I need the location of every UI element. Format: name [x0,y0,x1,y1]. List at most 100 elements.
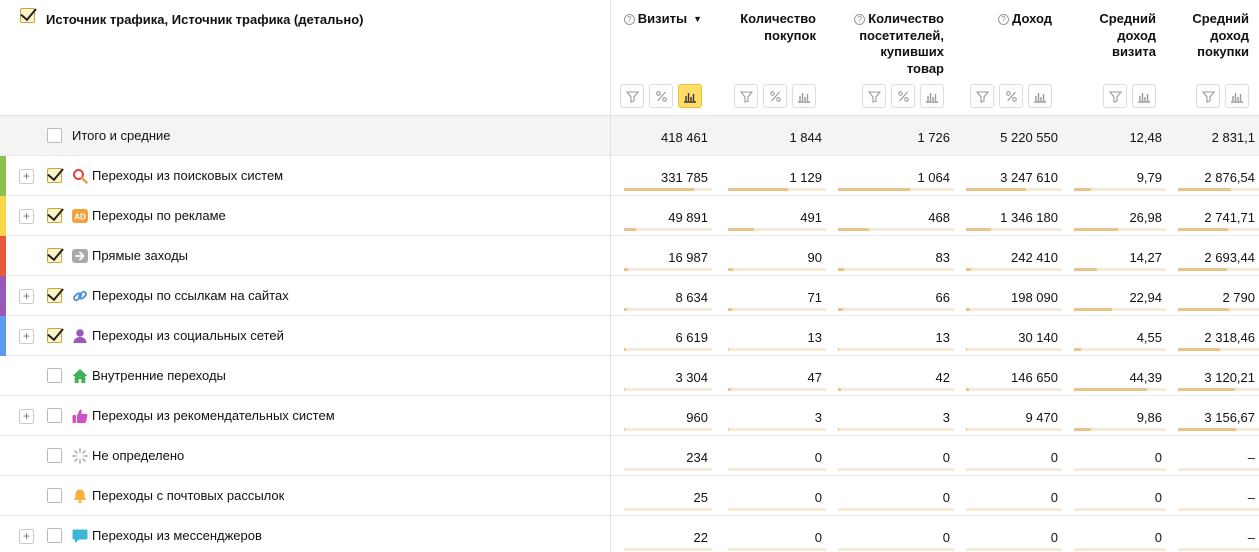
expand-button[interactable]: + [19,529,34,544]
row-checkbox[interactable] [47,408,62,423]
percent-icon [769,90,782,103]
row-checkbox[interactable] [47,448,62,463]
metric-value: 3 156,67 [1204,410,1255,425]
share-bar-fill [966,268,971,271]
expand-button[interactable]: + [19,409,34,424]
filter-icon [975,90,989,103]
row-checkbox[interactable] [47,248,62,263]
dimension-cell: + Переходы по ссылкам на сайтах [0,276,611,316]
table-row[interactable]: + AD Переходы по рекламе 49 891 491 468 1 346 … [0,196,1259,236]
metric-value: 468 [928,210,950,225]
table-row[interactable]: Переходы с почтовых рассылок 25 0 0 0 0 – [0,476,1259,516]
bar-chart-button[interactable] [792,84,816,108]
select-all-checkbox[interactable] [20,8,35,23]
share-bar [1074,188,1166,191]
column-title-line: товар [854,61,944,78]
table-row[interactable]: + Переходы из социальных сетей 6 619 13 13 30… [0,316,1259,356]
metric-cell: 0 [954,436,1062,476]
table-row[interactable]: Прямые заходы 16 987 90 83 242 410 14,27 2 693… [0,236,1259,276]
row-label[interactable]: Переходы из рекомендательных систем [92,408,335,423]
table-row[interactable]: Внутренние переходы 3 304 47 42 146 650 44,39… [0,356,1259,396]
total-row[interactable]: Итого и средние 418 461 1 844 1 726 5 220 55… [0,116,1259,156]
metric-cell: 3 [716,396,826,436]
metric-value: 242 410 [1011,250,1058,265]
column-title[interactable]: ? Доход [998,11,1052,28]
row-checkbox[interactable] [47,488,62,503]
share-bar [838,428,954,431]
share-bar-fill [728,348,729,351]
row-label[interactable]: Переходы из поисковых систем [92,168,284,183]
metric-value: 0 [1154,530,1162,545]
row-label[interactable]: Прямые заходы [92,248,189,263]
bar-chart-button[interactable] [1132,84,1156,108]
dimension-title[interactable]: Источник трафика, Источник трафика (дета… [46,12,364,27]
filter-button[interactable] [862,84,886,108]
filter-button[interactable] [1103,84,1127,108]
help-icon[interactable]: ? [854,14,866,25]
share-bar [1178,308,1259,311]
percent-button[interactable] [649,84,673,108]
expand-button[interactable]: + [19,209,34,224]
metric-value: 0 [1050,450,1058,465]
filter-button[interactable] [734,84,758,108]
expand-button[interactable]: + [19,289,34,304]
bar-chart-button[interactable] [678,84,702,108]
series-color-stripe [0,196,6,236]
share-bar [624,308,712,311]
row-label[interactable]: Переходы по рекламе [92,208,226,223]
row-label[interactable]: Переходы с почтовых рассылок [92,488,285,503]
column-title-line: ? Количество [854,11,944,28]
metric-value: 2 318,46 [1204,330,1255,345]
table-row[interactable]: + Переходы из рекомендательных систем 960 3… [0,396,1259,436]
help-icon[interactable]: ? [623,14,635,25]
table-row[interactable]: + Переходы из поисковых систем 331 785 1 12… [0,156,1259,196]
metric-value: 491 [800,210,822,225]
column-title[interactable]: ? Количество посетителей, купивших товар [854,11,944,77]
percent-button[interactable] [999,84,1023,108]
row-label[interactable]: Переходы из мессенджеров [92,528,262,543]
expand-button[interactable]: + [19,329,34,344]
column-title[interactable]: Средний доход визита [1099,11,1156,61]
row-checkbox[interactable] [47,128,62,143]
filter-button[interactable] [970,84,994,108]
table-row[interactable]: + Переходы по ссылкам на сайтах 8 634 71 66 1… [0,276,1259,316]
column-title[interactable]: ? Визиты ▼ [623,11,702,28]
percent-button[interactable] [763,84,787,108]
share-bar [624,348,712,351]
row-checkbox[interactable] [47,208,62,223]
row-checkbox[interactable] [47,368,62,383]
metric-value: 42 [935,370,950,385]
row-label[interactable]: Внутренние переходы [92,368,226,383]
column-title[interactable]: Количество покупок [740,11,816,44]
metric-value: 1 346 180 [1000,210,1058,225]
help-icon[interactable]: ? [998,14,1010,25]
sort-desc-icon[interactable]: ▼ [693,14,702,24]
column-title-text: посетителей, [859,27,944,43]
expand-button[interactable]: + [19,169,34,184]
share-bar [838,348,954,351]
table-row[interactable]: Не определено 234 0 0 0 0 – [0,436,1259,476]
bar-chart-button[interactable] [1225,84,1249,108]
metric-cell: 2 318,46 [1166,316,1259,356]
column-header-avg_purchase: Средний доход покупки [1166,0,1259,116]
row-checkbox[interactable] [47,328,62,343]
table-row[interactable]: + Переходы из мессенджеров 22 0 0 0 0 – [0,516,1259,552]
row-checkbox[interactable] [47,528,62,543]
bar-chart-button[interactable] [920,84,944,108]
filter-button[interactable] [1196,84,1220,108]
filter-icon [1108,90,1122,103]
row-label[interactable]: Переходы из социальных сетей [92,328,284,343]
metric-value: 2 876,54 [1204,170,1255,185]
filter-button[interactable] [620,84,644,108]
share-bar [1074,388,1166,391]
share-bar [1074,348,1166,351]
column-title[interactable]: Средний доход покупки [1192,11,1249,61]
share-bar [728,428,826,431]
percent-button[interactable] [891,84,915,108]
row-label[interactable]: Переходы по ссылкам на сайтах [92,288,289,303]
row-label[interactable]: Не определено [92,448,185,463]
column-title-line: купивших [854,44,944,61]
row-checkbox[interactable] [47,168,62,183]
row-checkbox[interactable] [47,288,62,303]
bar-chart-button[interactable] [1028,84,1052,108]
